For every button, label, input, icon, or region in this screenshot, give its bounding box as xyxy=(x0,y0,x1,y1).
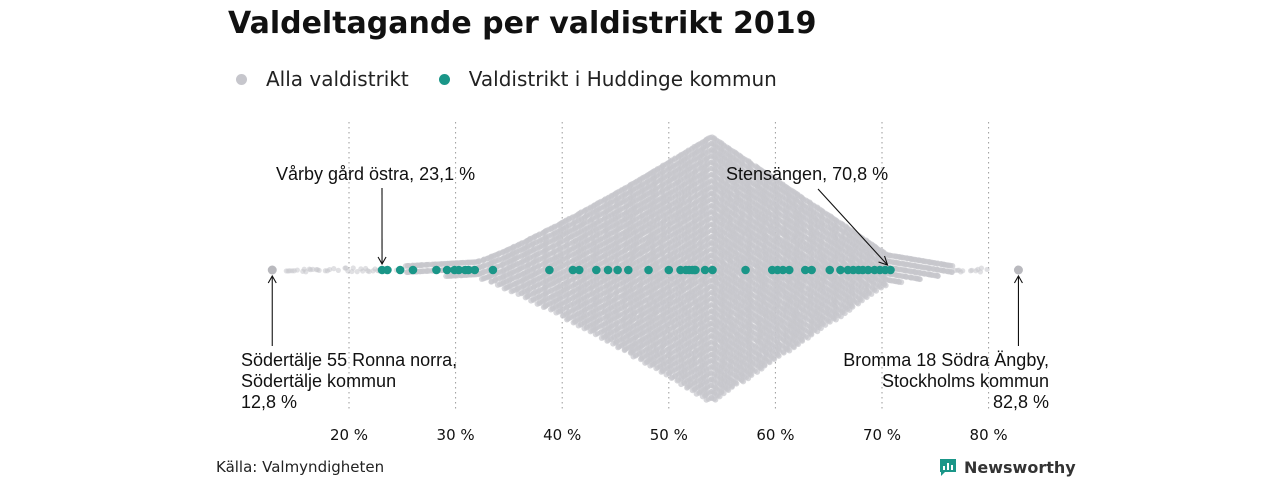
district-point xyxy=(335,267,341,273)
district-point xyxy=(761,362,768,369)
x-tick-label: 50 % xyxy=(650,426,688,444)
x-tick-label: 20 % xyxy=(330,426,368,444)
district-point xyxy=(316,267,322,274)
legend-item-all: Alla valdistrikt xyxy=(236,67,409,91)
x-tick-label: 40 % xyxy=(543,426,581,444)
district-point xyxy=(294,267,300,273)
district-point xyxy=(303,269,309,275)
legend-label-all: Alla valdistrikt xyxy=(266,67,409,91)
x-tick-label: 80 % xyxy=(970,426,1008,444)
legend: Alla valdistrikt Valdistrikt i Huddinge … xyxy=(236,64,807,94)
x-tick-label: 30 % xyxy=(437,426,475,444)
district-point xyxy=(327,266,333,273)
legend-swatch-all xyxy=(236,73,247,85)
legend-swatch-huddinge xyxy=(438,73,450,85)
district-point xyxy=(350,265,356,271)
legend-item-huddinge: Valdistrikt i Huddinge kommun xyxy=(438,67,777,91)
chart-title: Valdeltagande per valdistrikt 2019 xyxy=(228,6,817,41)
legend-label-huddinge: Valdistrikt i Huddinge kommun xyxy=(468,67,777,91)
district-point xyxy=(354,269,360,275)
district-point xyxy=(366,268,372,275)
x-tick-label: 60 % xyxy=(756,426,794,444)
district-point xyxy=(331,266,337,272)
district-point xyxy=(733,380,740,387)
x-tick-label: 70 % xyxy=(863,426,901,444)
district-point xyxy=(345,268,351,274)
